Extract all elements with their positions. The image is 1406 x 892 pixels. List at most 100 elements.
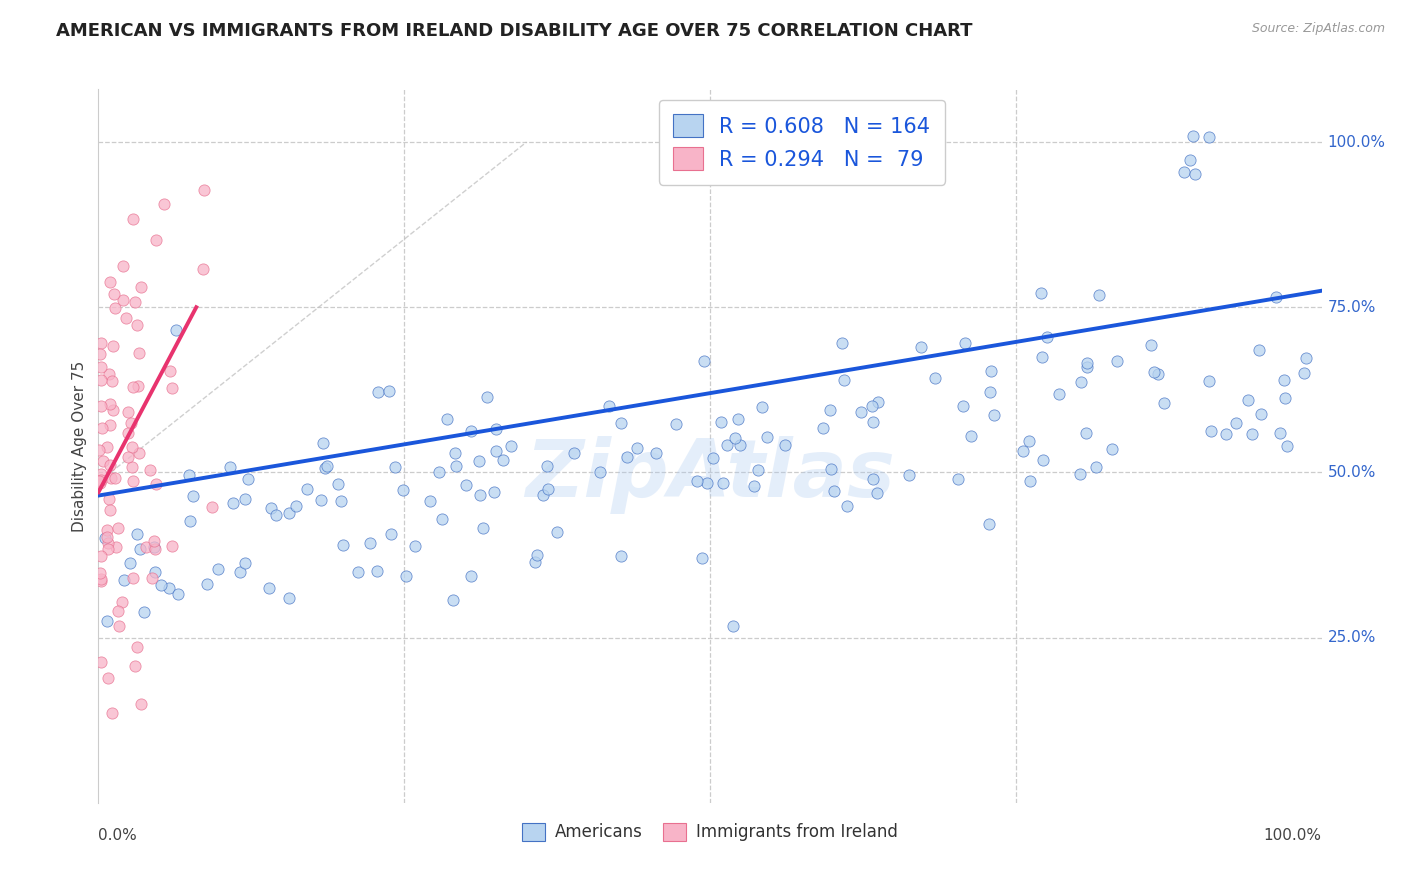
Point [219,460,242,475]
Point [979,516,1001,531]
Point [89,475,111,490]
Point [104,301,127,315]
Point [233,556,256,570]
Point [150,578,173,592]
Text: AMERICAN VS IMMIGRANTS FROM IRELAND DISABILITY AGE OVER 75 CORRELATION CHART: AMERICAN VS IMMIGRANTS FROM IRELAND DISA… [56,22,973,40]
Point [1294,366,1316,380]
Point [152,197,174,211]
Point [90,549,112,563]
Point [665,417,688,431]
Point [111,293,134,307]
Point [328,477,350,491]
Point [616,450,638,464]
Point [1264,290,1286,304]
Point [1250,407,1272,421]
Point [1173,165,1195,179]
Point [1143,365,1166,379]
Point [1147,367,1170,381]
Point [924,371,946,385]
Point [233,492,256,507]
Point [727,412,749,426]
Point [98,491,121,506]
Point [236,472,259,486]
Point [160,381,183,395]
Point [468,487,491,501]
Point [108,619,131,633]
Point [132,605,155,619]
Point [100,458,122,472]
Point [124,294,146,309]
Y-axis label: Disability Age Over 75: Disability Age Over 75 [72,360,87,532]
Point [347,565,370,579]
Point [181,489,204,503]
Point [1031,285,1053,300]
Point [165,323,187,337]
Point [97,536,120,550]
Point [645,446,668,460]
Point [98,418,121,433]
Point [101,375,124,389]
Point [1088,288,1111,302]
Point [111,259,134,273]
Point [1274,374,1296,388]
Point [177,467,200,482]
Point [862,415,884,429]
Point [278,506,301,520]
Point [693,353,716,368]
Point [91,421,114,435]
Point [98,276,121,290]
Point [589,465,612,479]
Point [1236,392,1258,407]
Point [419,494,441,508]
Point [747,463,769,477]
Point [90,574,112,589]
Point [1032,453,1054,467]
Point [1181,128,1204,143]
Point [90,473,112,487]
Point [983,409,1005,423]
Point [1215,427,1237,442]
Point [125,318,148,332]
Point [380,527,402,541]
Point [392,483,415,497]
Text: 100.0%: 100.0% [1327,135,1386,150]
Text: ZipAtlas: ZipAtlas [524,435,896,514]
Point [142,534,165,549]
Point [862,472,884,486]
Point [427,465,450,479]
Point [125,640,148,654]
Point [104,471,127,485]
Point [485,422,508,436]
Point [562,446,585,460]
Point [866,486,889,500]
Point [167,587,190,601]
Point [960,429,983,443]
Point [127,379,149,393]
Point [692,551,714,566]
Point [229,566,252,580]
Point [87,443,110,458]
Point [723,431,745,445]
Point [222,496,245,510]
Point [295,482,318,496]
Point [117,426,139,441]
Point [367,384,389,399]
Point [456,478,478,492]
Point [359,535,381,549]
Point [1198,374,1220,388]
Legend: Americans, Immigrants from Ireland: Americans, Immigrants from Ireland [515,816,905,848]
Point [129,279,152,293]
Point [686,474,709,488]
Point [124,659,146,673]
Point [101,402,124,417]
Point [1019,474,1042,488]
Point [716,438,738,452]
Point [1084,459,1107,474]
Text: 0.0%: 0.0% [98,828,138,843]
Point [201,500,224,514]
Point [97,671,120,685]
Point [312,436,335,450]
Point [89,566,111,580]
Point [460,569,482,583]
Point [1105,354,1128,368]
